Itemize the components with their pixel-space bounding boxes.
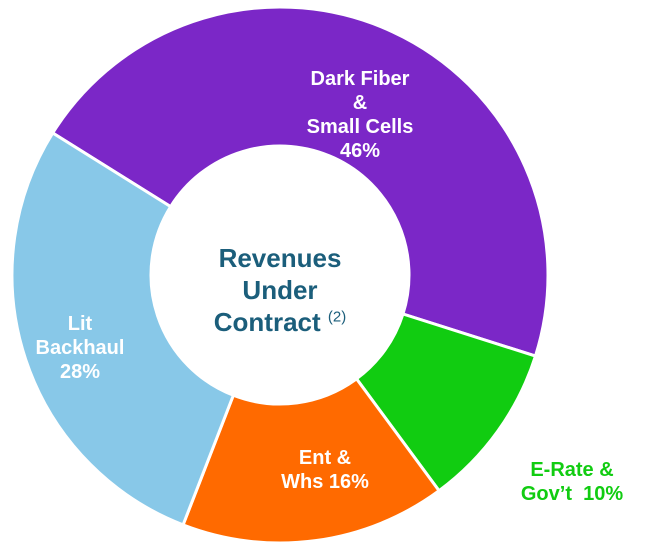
category-label: Ent & Whs (281, 447, 352, 493)
slice (181, 376, 442, 545)
center-text: Revenues Under Contract (213, 243, 342, 337)
slice-label: Lit Backhaul 28% (36, 312, 125, 384)
value-label: 16% (328, 471, 369, 493)
category-label: Lit Backhaul (35, 313, 125, 359)
center-note: (2) (327, 308, 347, 326)
slice-label: E-Rate & Gov’t 10% (521, 458, 623, 506)
value-label: 28% (59, 361, 101, 383)
value-label: 46% (339, 140, 381, 162)
value-label: 10% (583, 483, 624, 505)
slice-label: Ent & Whs 16% (281, 446, 369, 494)
slice (50, 5, 550, 358)
category-label: Dark Fiber & Small Cells (306, 68, 414, 138)
slice (10, 130, 236, 527)
center-label: Revenues Under Contract (2) (214, 242, 346, 338)
slice-label: Dark Fiber & Small Cells 46% (307, 67, 414, 163)
category-label: E-Rate & Gov’t (520, 459, 614, 505)
